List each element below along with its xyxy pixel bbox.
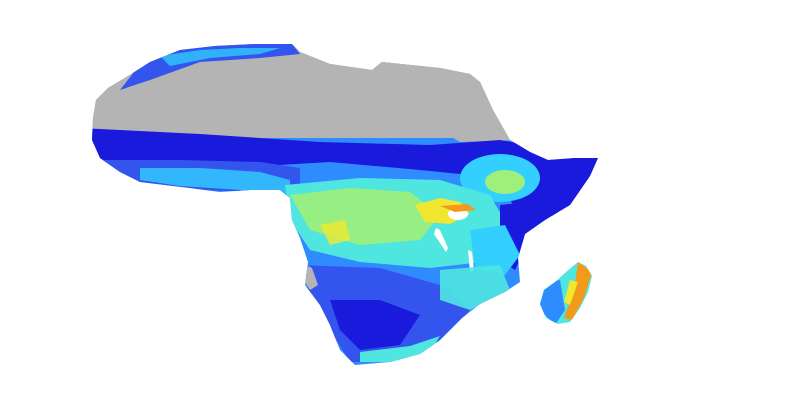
central-yellow-patches: [320, 220, 350, 245]
madagascar-east-orange: [564, 262, 592, 320]
kalahari-deep-blue: [330, 300, 420, 350]
lake-tanganyika: [434, 228, 448, 252]
west-africa-cyan: [140, 168, 290, 195]
madagascar-west-blue: [540, 280, 565, 324]
sahel-band: [92, 128, 598, 220]
lake-orange-fringe: [440, 204, 476, 212]
maghreb-coast-light: [160, 48, 280, 66]
south-coast-light: [360, 336, 440, 362]
ethiopia-core: [485, 170, 525, 194]
lake-malawi: [468, 250, 474, 272]
madagascar-east-yellow: [564, 280, 578, 305]
east-coast-cyan: [470, 225, 520, 275]
